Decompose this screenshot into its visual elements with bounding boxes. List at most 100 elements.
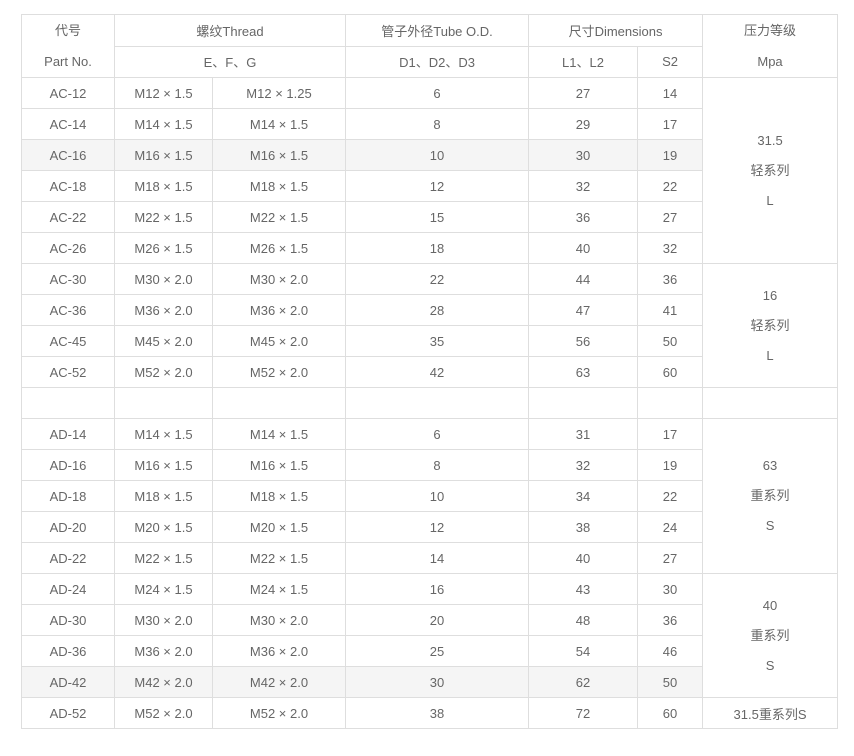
cell-tube-od: 22 xyxy=(345,263,530,295)
cell-s2: 46 xyxy=(637,635,704,667)
cell-part-no: AC-14 xyxy=(21,108,115,140)
pressure-line: 轻系列 xyxy=(750,162,790,178)
cell-thread-e: M52 × 2.0 xyxy=(114,356,213,388)
cell-l1-l2 xyxy=(528,387,639,419)
header-part-no-en: Part No. xyxy=(44,54,92,69)
cell-thread-e: M12 × 1.5 xyxy=(114,77,213,109)
pressure-line: 31.5 xyxy=(757,132,783,148)
pressure-line: 重系列 xyxy=(750,627,790,643)
cell-thread-e xyxy=(114,387,213,419)
cell-part-no: AC-26 xyxy=(21,232,115,264)
cell-tube-od: 12 xyxy=(345,511,530,543)
cell-l1-l2: 29 xyxy=(528,108,639,140)
spec-table: 代号 Part No. 螺纹Thread 管子外径Tube O.D. 尺寸Dim… xyxy=(21,14,839,729)
cell-part-no: AD-18 xyxy=(21,480,115,512)
cell-s2: 36 xyxy=(637,604,704,636)
table-row: AD-36 M36 × 2.0 M36 × 2.0 25 54 46 xyxy=(21,635,838,667)
cell-l1-l2: 36 xyxy=(528,201,639,233)
cell-thread-f: M36 × 2.0 xyxy=(211,294,347,326)
cell-part-no: AD-14 xyxy=(21,418,115,450)
cell-tube-od: 15 xyxy=(345,201,530,233)
cell-thread-f: M16 × 1.5 xyxy=(211,139,347,171)
cell-pressure-block: 63 重系列 S xyxy=(702,418,839,574)
cell-thread-f: M30 × 2.0 xyxy=(211,604,347,636)
cell-s2: 14 xyxy=(637,77,704,109)
cell-l1-l2: 40 xyxy=(528,232,639,264)
cell-l1-l2: 32 xyxy=(528,170,639,202)
cell-tube-od: 10 xyxy=(345,139,530,171)
cell-thread-e: M14 × 1.5 xyxy=(114,108,213,140)
cell-tube-od: 42 xyxy=(345,356,530,388)
cell-part-no: AC-45 xyxy=(21,325,115,357)
cell-thread-f: M42 × 2.0 xyxy=(211,666,347,698)
pressure-line: S xyxy=(765,657,775,673)
cell-l1-l2: 62 xyxy=(528,666,639,698)
cell-tube-od: 38 xyxy=(345,697,530,729)
cell-l1-l2: 56 xyxy=(528,325,639,357)
cell-l1-l2: 34 xyxy=(528,480,639,512)
cell-tube-od: 8 xyxy=(345,449,530,481)
cell-thread-f: M26 × 1.5 xyxy=(211,232,347,264)
table-row: AC-22 M22 × 1.5 M22 × 1.5 15 36 27 xyxy=(21,201,838,233)
cell-l1-l2: 31 xyxy=(528,418,639,450)
cell-thread-e: M18 × 1.5 xyxy=(114,170,213,202)
cell-part-no: AD-30 xyxy=(21,604,115,636)
table-row: AD-16 M16 × 1.5 M16 × 1.5 8 32 19 xyxy=(21,449,838,481)
cell-s2: 27 xyxy=(637,201,704,233)
table-row: AD-24 M24 × 1.5 M24 × 1.5 16 43 30 40 重系… xyxy=(21,573,839,698)
pressure-line: 重系列 xyxy=(750,488,790,503)
cell-tube-od: 28 xyxy=(345,294,530,326)
cell-s2: 19 xyxy=(637,449,704,481)
cell-thread-e: M24 × 1.5 xyxy=(114,573,213,605)
header-thread: 螺纹Thread xyxy=(113,14,347,47)
cell-part-no: AD-52 xyxy=(21,697,115,729)
cell-thread-f: M30 × 2.0 xyxy=(211,263,347,295)
cell-tube-od: 6 xyxy=(345,77,530,109)
cell-thread-f: M16 × 1.5 xyxy=(211,449,347,481)
cell-tube-od: 8 xyxy=(345,108,530,140)
cell-thread-e: M30 × 2.0 xyxy=(114,263,213,295)
cell-tube-od: 6 xyxy=(345,418,530,450)
cell-thread-e: M52 × 2.0 xyxy=(114,697,213,729)
header-thread-sub: E、F、G xyxy=(113,45,347,78)
cell-pressure-block: 40 重系列 S xyxy=(702,573,839,698)
header-part-no-zh: 代号 xyxy=(54,23,81,38)
cell-s2: 32 xyxy=(637,232,704,264)
cell-thread-f: M18 × 1.5 xyxy=(211,170,347,202)
cell-tube-od: 16 xyxy=(345,573,530,605)
cell-thread-f: M18 × 1.5 xyxy=(211,480,347,512)
cell-thread-f: M52 × 2.0 xyxy=(211,356,347,388)
cell-tube-od xyxy=(345,387,530,419)
cell-thread-e: M36 × 2.0 xyxy=(114,635,213,667)
pressure-line: 16 xyxy=(762,287,778,303)
cell-thread-f: M36 × 2.0 xyxy=(211,635,347,667)
cell-s2: 60 xyxy=(637,697,704,729)
cell-s2: 30 xyxy=(637,573,704,605)
cell-s2: 22 xyxy=(637,480,704,512)
cell-thread-e: M36 × 2.0 xyxy=(114,294,213,326)
cell-s2: 19 xyxy=(637,139,704,171)
cell-thread-f: M24 × 1.5 xyxy=(211,573,347,605)
cell-thread-f xyxy=(211,387,347,419)
cell-part-no: AC-36 xyxy=(21,294,115,326)
table-row-spacer xyxy=(21,387,839,419)
cell-part-no: AD-20 xyxy=(21,511,115,543)
table-row: AC-26 M26 × 1.5 M26 × 1.5 18 40 32 xyxy=(21,232,838,264)
table-row: AC-12 M12 × 1.5 M12 × 1.25 6 27 14 31.5 … xyxy=(21,77,839,264)
table-row: AC-52 M52 × 2.0 M52 × 2.0 42 63 60 xyxy=(21,356,838,388)
cell-l1-l2: 27 xyxy=(528,77,639,109)
cell-tube-od: 14 xyxy=(345,542,530,574)
cell-thread-e: M30 × 2.0 xyxy=(114,604,213,636)
cell-thread-e: M20 × 1.5 xyxy=(114,511,213,543)
cell-s2: 50 xyxy=(637,666,704,698)
cell-thread-f: M20 × 1.5 xyxy=(211,511,347,543)
cell-thread-e: M26 × 1.5 xyxy=(114,232,213,264)
cell-s2: 17 xyxy=(637,418,704,450)
cell-pressure-block: 31.5重系列S xyxy=(702,697,839,729)
cell-part-no: AC-18 xyxy=(21,170,115,202)
cell-part-no: AD-36 xyxy=(21,635,115,667)
pressure-line: S xyxy=(765,518,775,533)
header-l1-l2: L1、L2 xyxy=(528,45,639,78)
cell-l1-l2: 30 xyxy=(528,139,639,171)
cell-tube-od: 18 xyxy=(345,232,530,264)
